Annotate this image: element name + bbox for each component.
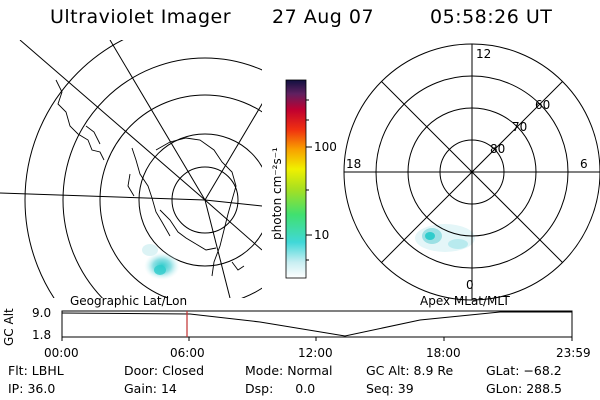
status-door: Door: Closed [124,363,205,378]
colorbar-tick-10: 10 [314,228,330,242]
timeline-xtick-2359: 23:59 [556,346,591,360]
status-seq: Seq: 39 [366,381,414,396]
colorbar-tick-100: 100 [314,140,337,154]
status-gc-alt: GC Alt: 8.9 Re [366,363,454,378]
geographic-map [0,40,262,298]
timeline-ylabel: GC Alt [2,308,16,346]
mlt-label-6: 6 [580,157,588,171]
timeline-ytick-9: 9.0 [32,306,52,320]
status-dsp: Dsp: 0.0 [245,381,316,396]
timeline-xtick-0600: 06:00 [170,346,205,360]
apex-polar-plot [343,43,600,301]
mlat-label-70: 70 [512,120,528,134]
time-readout: 05:58:26 UT [430,6,553,28]
colorbar-unit-label: photon cm⁻²s⁻¹ [270,147,284,240]
geographic-caption: Geographic Lat/Lon [70,294,188,308]
status-gain: Gain: 14 [124,381,177,396]
mlt-label-18: 18 [346,157,362,171]
status-glat: GLat: −68.2 [486,363,562,378]
date-readout: 27 Aug 07 [272,6,375,28]
timeline-plot [61,310,573,341]
timeline-xtick-1800: 18:00 [426,346,461,360]
mlt-label-12: 12 [476,47,492,61]
status-glon: GLon: 288.5 [486,381,563,396]
timeline-xtick-0000: 00:00 [44,346,79,360]
status-ip: IP: 36.0 [8,381,56,396]
timeline-xtick-1200: 12:00 [298,346,333,360]
colorbar [285,79,312,279]
mlat-label-80: 80 [490,142,506,156]
app-title: Ultraviolet Imager [50,6,232,28]
timeline-ytick-1-8: 1.8 [32,328,52,342]
apex-caption: Apex MLat/MLT [420,294,510,308]
mlat-label-60: 60 [535,98,551,112]
status-mode: Mode: Normal [245,363,333,378]
status-filter: Flt: LBHL [8,363,64,378]
mlt-label-0: 0 [466,278,474,292]
